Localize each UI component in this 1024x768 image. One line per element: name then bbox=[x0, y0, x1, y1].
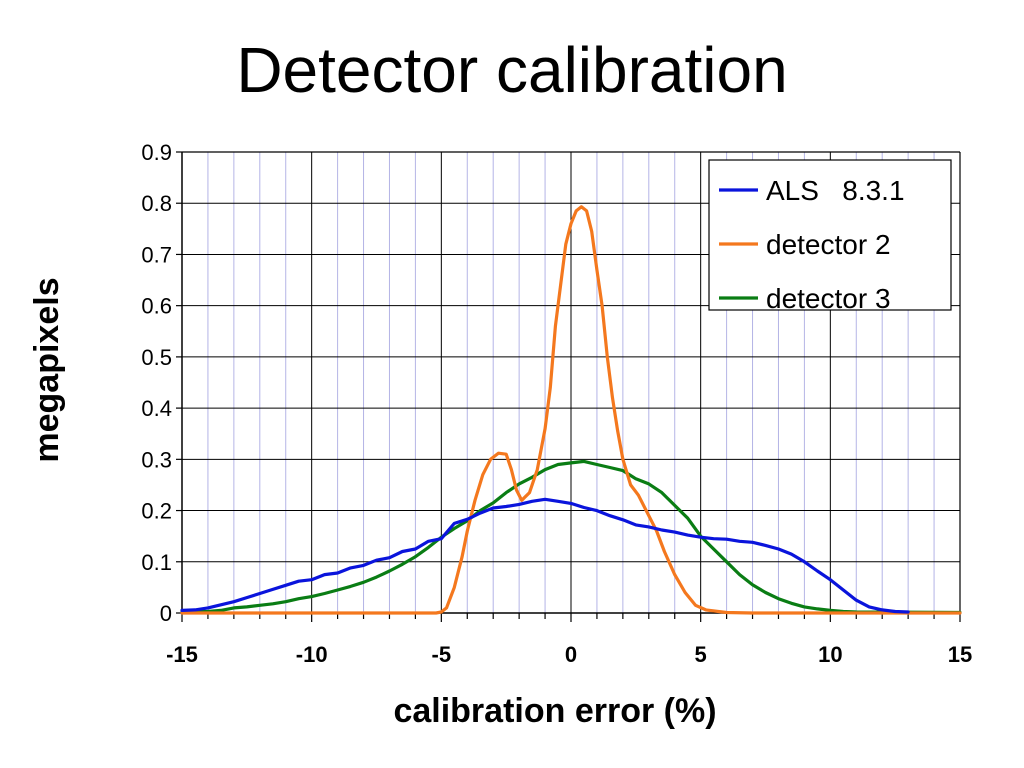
x-tick-label: 5 bbox=[695, 642, 707, 667]
y-axis-label: megapixels bbox=[28, 277, 66, 462]
series-lines bbox=[180, 205, 962, 615]
y-tick-label: 0.4 bbox=[141, 396, 172, 421]
y-tick-label: 0.5 bbox=[141, 345, 172, 370]
y-tick-label: 0.8 bbox=[141, 191, 172, 216]
legend-label-1: ALS 8.3.1 bbox=[766, 175, 905, 206]
legend-label-2: detector 2 bbox=[766, 229, 891, 260]
x-tick-label: -10 bbox=[296, 642, 328, 667]
series-line-3 bbox=[180, 459, 962, 615]
x-tick-label: 10 bbox=[818, 642, 842, 667]
y-tick-label: 0.7 bbox=[141, 242, 172, 267]
legend-label-3: detector 3 bbox=[766, 283, 891, 314]
y-tick-label: 0.1 bbox=[141, 550, 172, 575]
x-tick-label: 15 bbox=[948, 642, 972, 667]
y-tick-label: 0 bbox=[160, 601, 172, 626]
y-tick-label: 0.3 bbox=[141, 447, 172, 472]
y-axis-ticks: 0 0.1 0.2 0.3 0.4 0.5 0.6 0.7 0.8 0.9 bbox=[141, 140, 182, 626]
legend-box bbox=[708, 159, 952, 311]
series-line-1 bbox=[180, 497, 910, 614]
y-tick-label: 0.9 bbox=[141, 140, 172, 165]
legend: ALS 8.3.1 detector 2 detector 3 bbox=[708, 159, 952, 314]
x-tick-label: -15 bbox=[166, 642, 198, 667]
x-axis-label: calibration error (%) bbox=[393, 692, 716, 730]
y-tick-label: 0.6 bbox=[141, 294, 172, 319]
series-line-2 bbox=[180, 205, 962, 615]
minor-gridlines bbox=[207, 152, 935, 613]
x-tick-label: 0 bbox=[565, 642, 577, 667]
x-tick-label: -5 bbox=[432, 642, 452, 667]
chart-title: Detector calibration bbox=[236, 34, 787, 106]
x-axis-ticks: -15 -10 -5 0 5 10 15 bbox=[166, 613, 972, 667]
y-tick-label: 0.2 bbox=[141, 499, 172, 524]
